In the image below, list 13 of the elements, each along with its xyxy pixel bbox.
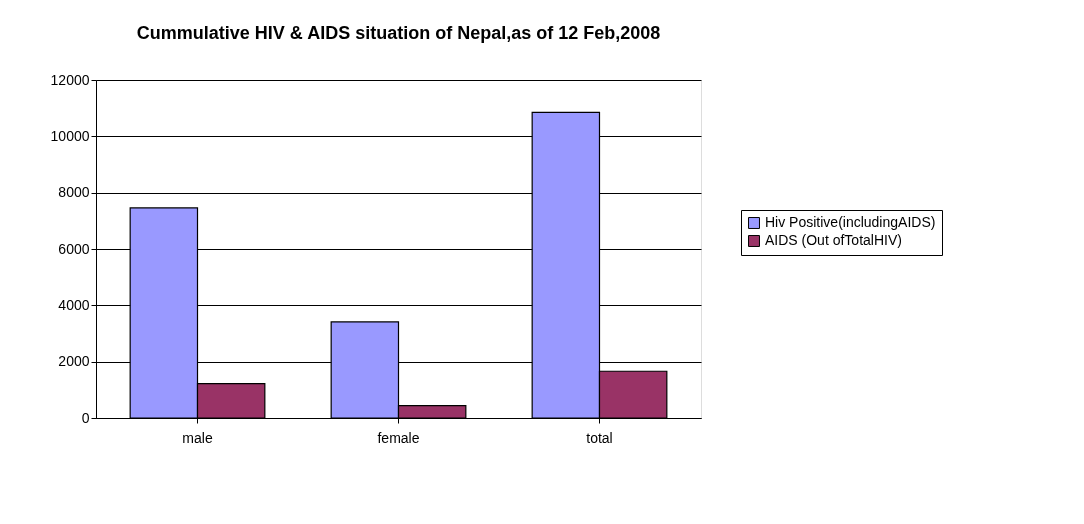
y-tick-label: 6000 xyxy=(58,240,90,257)
y-tick-label: 2000 xyxy=(58,353,90,370)
legend-label: AIDS (Out ofTotalHIV) xyxy=(765,232,902,248)
y-tick-label: 4000 xyxy=(58,296,90,313)
y-tick-label: 12000 xyxy=(50,71,90,88)
y-tick-label: 0 xyxy=(81,409,90,426)
legend-label: Hiv Positive(includingAIDS) xyxy=(765,214,936,230)
x-tick-label: female xyxy=(377,429,420,446)
chart-title: Cummulative HIV & AIDS situation of Nepal,as of 12 Feb,2008 xyxy=(136,23,661,43)
y-tick-label: 8000 xyxy=(58,184,90,201)
x-tick-label: male xyxy=(182,429,213,446)
y-tick-label: 10000 xyxy=(50,127,90,144)
x-tick-label: total xyxy=(586,429,613,446)
